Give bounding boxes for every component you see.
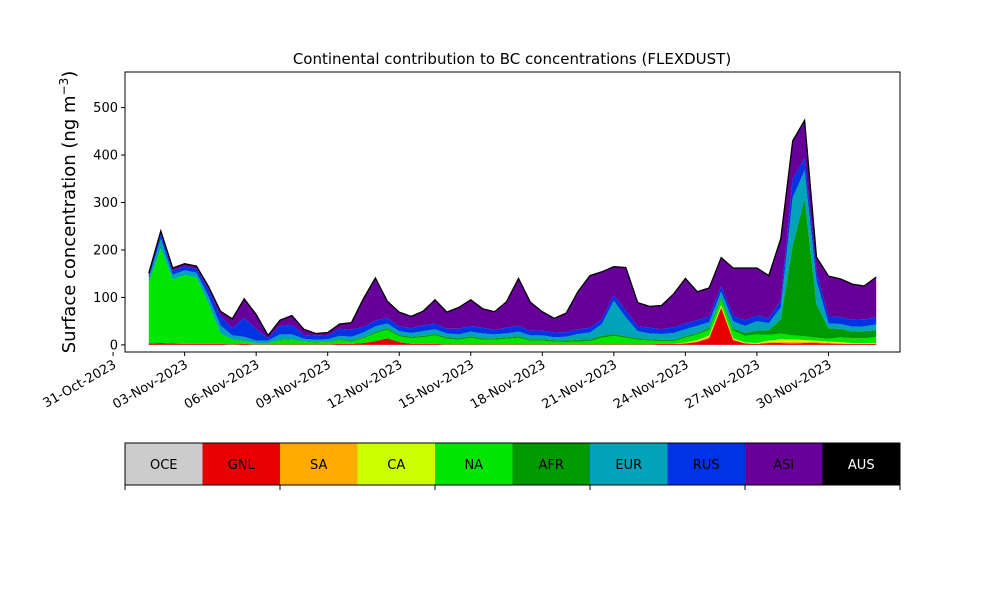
x-tick-label: 27-Nov-2023 (683, 357, 763, 412)
y-tick-label: 0 (110, 338, 118, 353)
legend-swatch-sa (280, 443, 358, 485)
legend-label-ca: CA (387, 458, 405, 473)
legend-swatch-afr (512, 443, 591, 485)
y-tick-label: 200 (93, 243, 118, 258)
legend-label-na: NA (464, 458, 483, 473)
y-axis-label: Surface concentration (ng m−3) (57, 71, 80, 354)
legend-label-oce: OCE (150, 458, 178, 473)
legend-colorbar: OCE GNL SA CA NA AFR EUR RUS ASI AUS (124, 442, 901, 490)
legend-label-afr: AFR (539, 458, 564, 473)
y-axis-label-main: Surface concentration (ng m (59, 95, 80, 353)
total-line (148, 118, 877, 337)
legend-swatch-na (435, 443, 513, 485)
legend-swatch-asi (745, 443, 823, 485)
legend-frame (124, 442, 901, 486)
x-tick-label: 12-Nov-2023 (325, 357, 405, 412)
x-tick-label: 09-Nov-2023 (253, 357, 333, 412)
x-tick-label: 03-Nov-2023 (110, 357, 190, 412)
x-tick-label: 30-Nov-2023 (754, 357, 834, 412)
y-tick-label: 300 (93, 196, 118, 211)
area-series-eur (148, 170, 877, 343)
y-tick-label: 400 (93, 149, 118, 164)
x-axis: 31-Oct-202303-Nov-202306-Nov-202309-Nov-… (41, 352, 834, 412)
plot-area (148, 118, 877, 345)
area-series-asi (148, 120, 877, 339)
legend-swatch-rus (667, 443, 746, 485)
area-series-na (148, 248, 877, 345)
legend-swatch-aus (822, 443, 901, 485)
legend-label-sa: SA (310, 458, 327, 473)
x-tick-label: 15-Nov-2023 (396, 357, 476, 412)
y-tick-label: 100 (93, 291, 118, 306)
legend-label-rus: RUS (693, 458, 720, 473)
legend-label-aus: AUS (848, 458, 875, 473)
chart-title: Continental contribution to BC concentra… (293, 50, 731, 68)
area-series-rus (148, 158, 877, 341)
x-tick-label: 24-Nov-2023 (611, 357, 691, 412)
x-tick-label: 18-Nov-2023 (468, 357, 548, 412)
y-tick-label: 500 (93, 101, 118, 116)
legend-label-eur: EUR (615, 458, 642, 473)
legend-swatch-oce (125, 443, 203, 485)
area-series-afr (148, 198, 877, 343)
y-axis-label-exponent: −3 (57, 78, 71, 96)
area-series-ca (148, 305, 877, 345)
legend-swatch-eur (590, 443, 668, 485)
y-axis: 0 100 200 300 400 500 (93, 101, 125, 353)
y-axis-label-close: ) (59, 71, 80, 78)
plot-frame (124, 71, 901, 353)
legend-label-asi: ASI (773, 458, 794, 473)
legend-swatch-ca (357, 443, 436, 485)
x-tick-label: 06-Nov-2023 (182, 357, 262, 412)
legend-label-gnl: GNL (228, 458, 256, 473)
legend-swatch-gnl (202, 443, 281, 485)
x-tick-label: 21-Nov-2023 (540, 357, 620, 412)
x-tick-label: 31-Oct-2023 (41, 357, 119, 411)
